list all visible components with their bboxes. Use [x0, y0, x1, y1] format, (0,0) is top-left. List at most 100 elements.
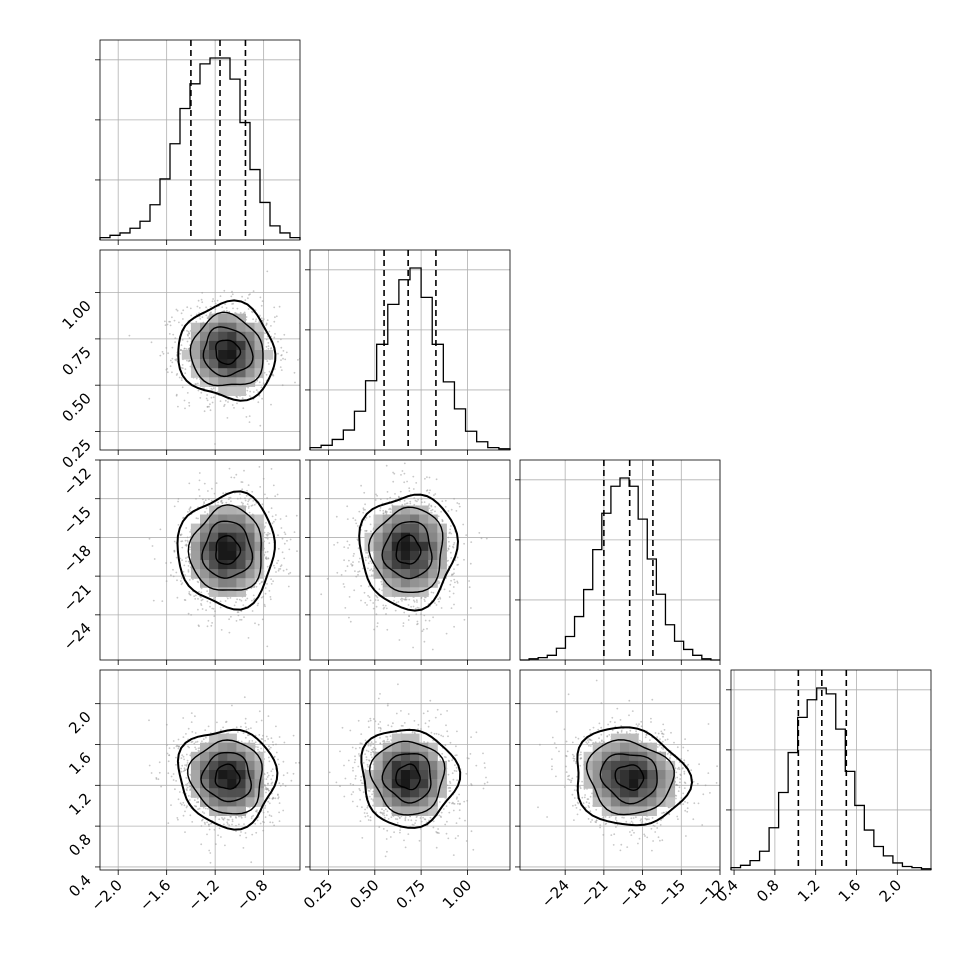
scatter-point [201, 316, 204, 318]
scatter-point [205, 507, 208, 510]
density-cell [373, 770, 384, 780]
density-cell [227, 770, 237, 780]
scatter-point [485, 776, 487, 779]
scatter-point [273, 336, 276, 339]
density-cell [227, 550, 237, 561]
density-cell [419, 523, 429, 534]
scatter-point [184, 368, 187, 371]
scatter-point [205, 306, 208, 309]
density-cell [200, 578, 210, 588]
scatter-point [372, 742, 374, 745]
density-cell [428, 770, 438, 780]
scatter-point [224, 600, 227, 602]
density-cell [227, 523, 237, 534]
scatter-point [573, 757, 576, 760]
scatter-point [281, 384, 284, 387]
scatter-point [150, 341, 153, 344]
density-cell [236, 313, 246, 324]
scatter-point [629, 729, 632, 732]
scatter-point [365, 758, 368, 761]
scatter-point [185, 783, 187, 786]
scatter-point [352, 766, 354, 769]
density-cell [400, 523, 411, 534]
density-cell [245, 779, 256, 789]
scatter-point [465, 772, 468, 775]
density-cell [190, 359, 201, 369]
density-cell [419, 541, 429, 552]
scatter-point [277, 352, 279, 355]
scatter-point [128, 334, 131, 337]
scatter-point [273, 320, 276, 323]
scatter-point [183, 758, 186, 761]
density-cell [209, 514, 219, 525]
scatter-point [185, 560, 187, 563]
x-tick-label: −15 [654, 876, 689, 911]
scatter-point [268, 363, 270, 365]
scatter-point [644, 817, 647, 820]
density-cell [254, 514, 265, 525]
scatter-point [281, 537, 284, 540]
scatter-point [364, 601, 367, 604]
scatter-point [357, 765, 360, 768]
scatter-point [568, 774, 570, 777]
scatter-point [399, 500, 401, 502]
scatter-point [175, 308, 178, 311]
scatter-point [677, 768, 679, 770]
scatter-point [268, 814, 271, 817]
contour-line [368, 740, 446, 816]
scatter-point [353, 761, 356, 764]
density-cell [236, 514, 246, 525]
scatter-point [189, 507, 192, 509]
scatter-point [457, 802, 459, 805]
scatter-point [453, 803, 456, 805]
scatter-point [608, 816, 611, 818]
scatter-point [369, 560, 372, 563]
density-cell [200, 331, 210, 342]
scatter-point [375, 613, 378, 616]
scatter-point [188, 404, 191, 407]
scatter-point [537, 806, 539, 809]
scatter-point [416, 606, 419, 609]
scatter-point [275, 725, 277, 728]
scatter-point [326, 577, 329, 580]
scatter-point [661, 732, 664, 735]
scatter-point [257, 401, 260, 404]
scatter-point [423, 818, 426, 820]
joint-content [100, 670, 300, 870]
scatter-point [195, 498, 197, 500]
density-cell [236, 377, 246, 387]
scatter-point [620, 843, 623, 846]
scatter-point [343, 546, 346, 548]
x-tick-label: 1.6 [835, 876, 865, 906]
scatter-point [244, 832, 247, 834]
scatter-point [200, 591, 203, 594]
scatter-point [380, 580, 383, 583]
scatter-point [357, 547, 360, 550]
scatter-point [450, 508, 453, 511]
scatter-point [349, 620, 352, 623]
scatter-point [614, 818, 617, 820]
density-cell [190, 322, 201, 333]
density-cell [419, 569, 429, 579]
density-cell [218, 541, 228, 552]
scatter-point [385, 814, 388, 817]
scatter-point [175, 756, 177, 759]
density-cell [254, 560, 265, 570]
density-cell [419, 560, 429, 570]
scatter-point [402, 622, 405, 624]
scatter-point [470, 607, 472, 609]
scatter-point [285, 351, 288, 354]
density-cell [200, 322, 210, 333]
scatter-point [182, 755, 185, 758]
scatter-point [359, 779, 362, 782]
scatter-point [344, 607, 347, 609]
density-cell [391, 578, 402, 588]
scatter-point [221, 501, 224, 504]
scatter-point [280, 527, 283, 529]
scatter-point [670, 731, 672, 734]
scatter-point [186, 782, 189, 785]
scatter-point [452, 573, 454, 576]
scatter-point [661, 812, 663, 814]
density-cell [428, 578, 438, 588]
density-cell [218, 505, 228, 516]
